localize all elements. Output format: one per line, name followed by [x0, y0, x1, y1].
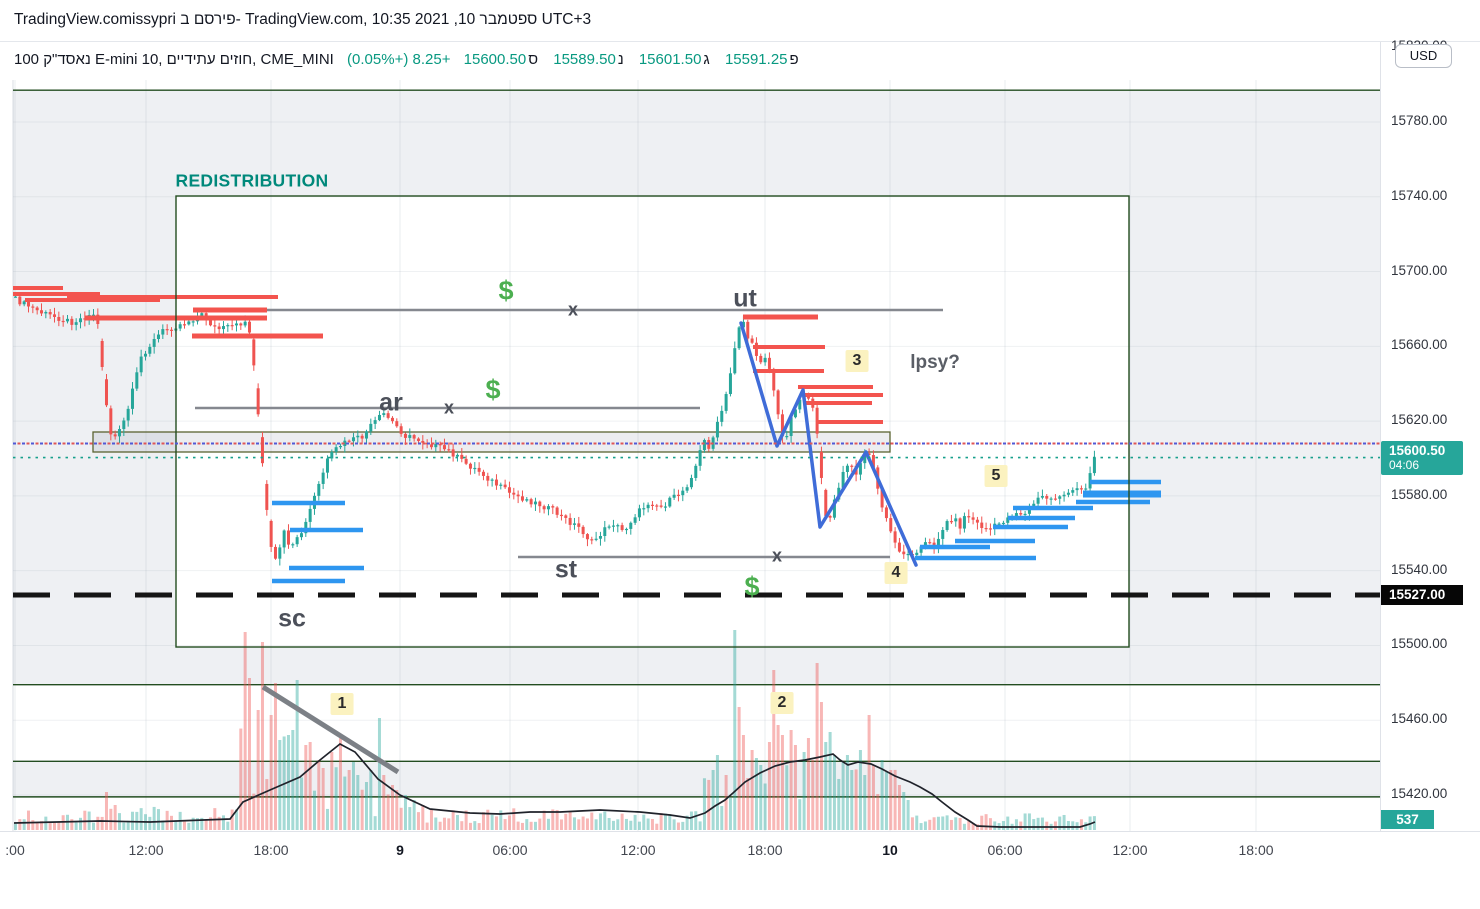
high-value: 15601.50 — [638, 51, 702, 68]
phase-badge-3: 3 — [845, 350, 869, 372]
lpsy-label: lpsy? — [910, 352, 960, 373]
time-tick-label: :00 — [5, 842, 25, 858]
high-label: ג — [703, 51, 710, 68]
stop-level-chip: 15527.00 — [1381, 585, 1463, 605]
sc-label: sc — [278, 604, 306, 633]
ut-label: ut — [733, 284, 757, 313]
low-value: 15589.50 — [553, 51, 616, 68]
price-tick-label: 15740.00 — [1391, 187, 1448, 203]
redistribution-label: REDISTRIBUTION — [175, 170, 329, 191]
price-tick-label: 15540.00 — [1391, 561, 1448, 577]
x-marker: x — [443, 397, 455, 418]
phase-badge-5: 5 — [984, 465, 1008, 487]
change-value: +8.25 (+0.05%) — [347, 51, 451, 68]
time-tick-label: 06:00 — [987, 842, 1023, 858]
time-tick-label: 12:00 — [620, 842, 656, 858]
price-tick-label: 15700.00 — [1391, 262, 1448, 278]
bar-countdown: 04:06 — [1389, 458, 1420, 472]
phase-badge-2: 2 — [770, 692, 794, 714]
time-tick-label: 10 — [882, 842, 898, 858]
symbol-title[interactable]: נאסד"ק 100 E-mini 10, חוזים עתידיים, CME… — [14, 51, 334, 68]
low-label: נ — [617, 51, 624, 68]
phase-badge-4: 4 — [884, 562, 908, 584]
open-value: 15591.25 — [724, 51, 788, 68]
time-tick-label: 12:00 — [128, 842, 164, 858]
x-marker: x — [567, 299, 579, 320]
divider — [0, 41, 1480, 42]
share-attribution-text: TradingView.comissypri פירסם ב- TradingV… — [14, 11, 592, 28]
dollar-marker: $ — [485, 374, 501, 405]
price-tick-label: 15580.00 — [1391, 486, 1448, 502]
price-tick-label: 15660.00 — [1391, 337, 1448, 353]
price-tick-label: 15500.00 — [1391, 636, 1448, 652]
close-value: 15600.50 — [463, 51, 527, 68]
time-tick-label: 12:00 — [1112, 842, 1148, 858]
price-tick-label: 15420.00 — [1391, 786, 1448, 801]
chart-canvas[interactable] — [0, 0, 1380, 831]
header-bar: TradingView.comissypri פירסם ב- TradingV… — [0, 0, 1480, 41]
volume-value-chip: 537 — [1381, 810, 1434, 829]
price-tick-label: 15620.00 — [1391, 412, 1448, 428]
dollar-marker: $ — [744, 571, 760, 602]
current-price-chip: 15600.50 04:06 — [1381, 441, 1463, 475]
close-label: ס — [528, 51, 539, 68]
time-scale[interactable] — [0, 831, 1480, 870]
time-tick-label: 18:00 — [253, 842, 289, 858]
time-tick-label: 06:00 — [492, 842, 528, 858]
dollar-marker: $ — [498, 275, 514, 306]
time-tick-label: 18:00 — [747, 842, 783, 858]
ar-label: ar — [379, 388, 403, 417]
footer-bar: TradingView — [0, 870, 1480, 909]
currency-usd-chip[interactable]: USD — [1395, 44, 1452, 68]
time-tick-label: 18:00 — [1238, 842, 1274, 858]
symbol-legend-bar: נאסד"ק 100 E-mini 10, חוזים עתידיים, CME… — [0, 42, 1380, 80]
price-tick-label: 15780.00 — [1391, 113, 1448, 128]
x-marker: x — [771, 545, 783, 566]
time-tick-label: 9 — [396, 842, 404, 858]
phase-badge-1: 1 — [330, 693, 354, 715]
current-price-value: 15600.50 — [1389, 443, 1446, 458]
price-tick-label: 15460.00 — [1391, 711, 1448, 727]
open-label: פ — [789, 51, 799, 68]
st-label: st — [554, 555, 578, 584]
price-scale[interactable] — [1380, 42, 1480, 831]
